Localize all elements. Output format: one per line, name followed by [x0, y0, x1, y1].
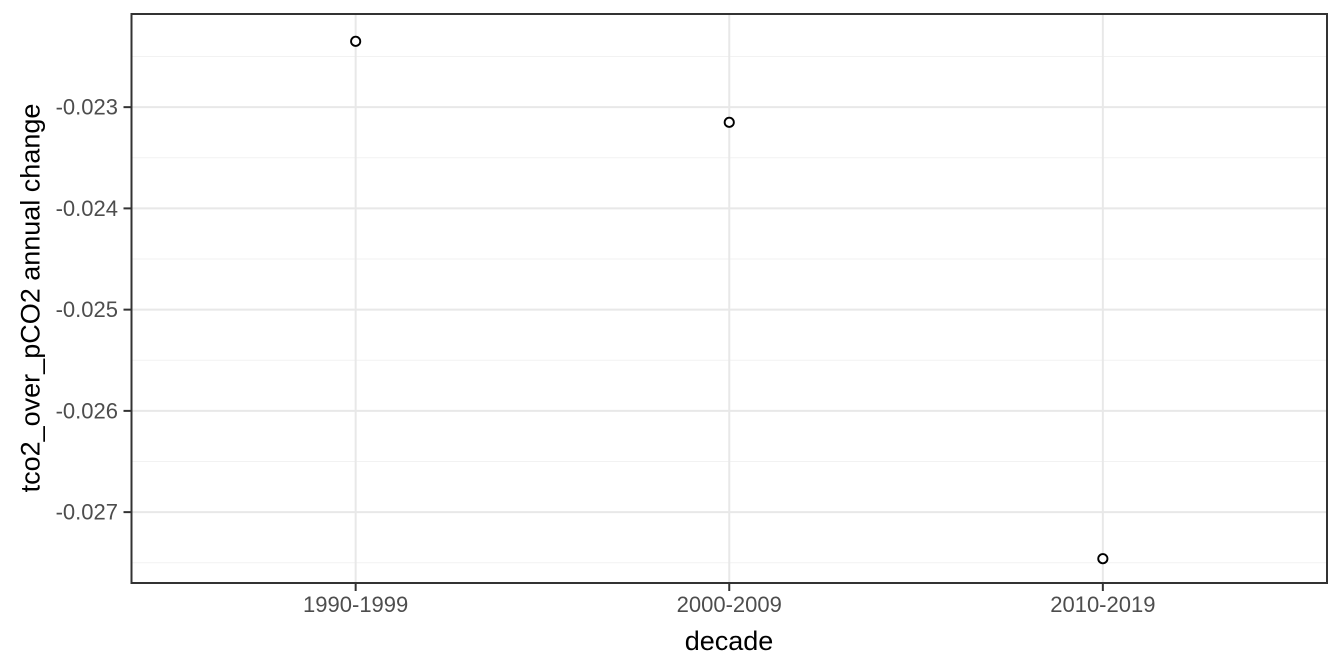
y-tick-label: -0.024 [56, 196, 118, 221]
data-point [350, 35, 362, 47]
data-point [723, 116, 735, 128]
x-tick-label: 1990-1999 [303, 592, 408, 617]
x-tick-label: 2010-2019 [1050, 592, 1155, 617]
x-tick-label: 2000-2009 [677, 592, 782, 617]
y-tick-label: -0.023 [56, 95, 118, 120]
y-axis-title: tco2_over_pCO2 annual change [15, 103, 46, 493]
y-tick-label: -0.027 [56, 500, 118, 525]
y-tick-label: -0.026 [56, 398, 118, 423]
x-axis-title: decade [684, 626, 774, 656]
y-tick-label: -0.025 [56, 297, 118, 322]
data-point [1097, 553, 1109, 565]
